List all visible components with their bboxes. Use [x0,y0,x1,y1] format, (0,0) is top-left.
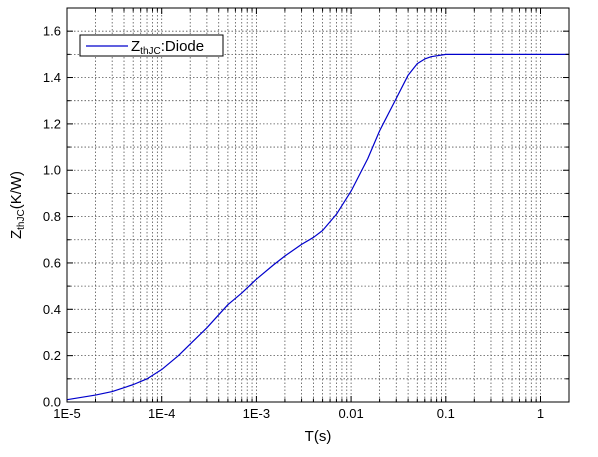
series-line-diode [66,53,569,401]
y-axis-label-main: Z [8,230,25,239]
axis-ticks: 1E-5 1E-4 1E-3 0.01 0.1 1 0.0 0.2 0.4 0.6 0.8 1.0 1.… [43,7,570,421]
series-layer [66,53,569,401]
legend-entry-sub: thJC [140,46,161,57]
x-tick-label: 0.1 [437,406,455,421]
y-axis-label-sub: thJC [16,209,27,230]
y-tick-label: 0.2 [43,348,61,363]
x-tick-label: 1 [537,406,544,421]
y-axis-label: ZthJC(K/W) [8,171,27,239]
x-tick-label: 0.01 [338,406,363,421]
legend: ZthJC:Diode [79,34,224,57]
x-axis-label: T(s) [305,428,332,445]
y-tick-label: 0.4 [43,302,61,317]
x-tick-label: 1E-5 [53,406,80,421]
grid-lines [66,7,570,403]
legend-entry: ZthJC:Diode [131,38,204,57]
legend-entry-main: Z [131,38,140,55]
y-tick-label: 0.0 [43,395,61,410]
y-tick-label: 0.6 [43,255,61,270]
y-tick-label: 1.4 [43,70,61,85]
x-tick-label: 1E-4 [148,406,175,421]
y-tick-label: 1.2 [43,116,61,131]
y-tick-label: 1.0 [43,163,61,178]
legend-entry-rest: :Diode [161,38,204,55]
y-tick-label: 1.6 [43,24,61,39]
y-axis-label-rest: (K/W) [8,171,25,209]
plot-frame [66,7,570,403]
y-tick-label: 0.8 [43,209,61,224]
legend-box [79,34,224,57]
x-tick-label: 1E-3 [243,406,270,421]
